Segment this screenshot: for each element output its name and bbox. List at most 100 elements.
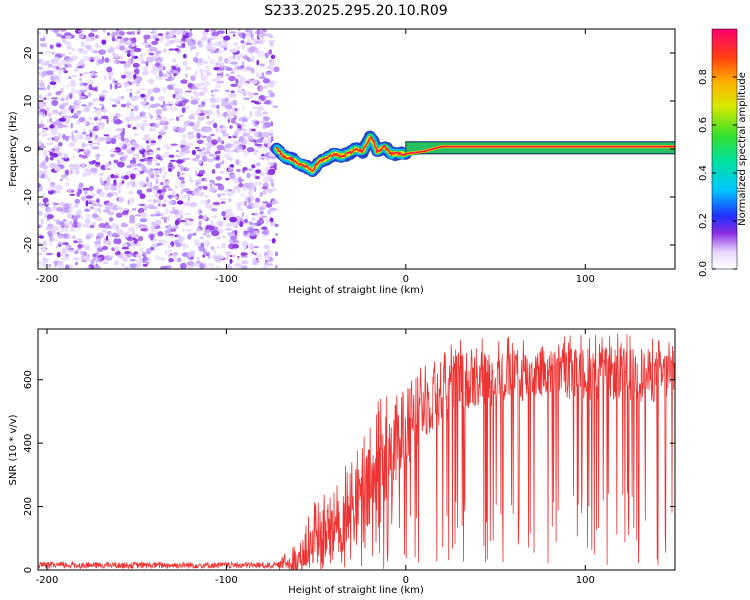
noise-blob — [215, 126, 219, 133]
noise-blob — [259, 156, 267, 159]
noise-blob — [148, 52, 155, 56]
x-tick-label: 100 — [576, 274, 595, 285]
noise-blob — [245, 214, 249, 220]
noise-blob — [203, 215, 208, 219]
noise-blob — [262, 201, 269, 204]
noise-blob — [106, 230, 112, 235]
noise-blob — [77, 66, 83, 69]
noise-blob — [44, 51, 52, 54]
noise-blob — [146, 144, 150, 151]
noise-blob — [210, 208, 218, 212]
noise-blob — [265, 202, 273, 208]
noise-blob — [268, 39, 276, 43]
noise-blob — [184, 157, 191, 160]
noise-blob — [105, 208, 111, 214]
noise-blob — [42, 44, 48, 47]
noise-blob — [269, 162, 276, 167]
noise-blob — [92, 203, 98, 207]
noise-blob — [95, 257, 102, 260]
noise-blob — [248, 47, 256, 53]
noise-blob — [49, 162, 57, 169]
noise-blob — [160, 257, 166, 261]
noise-blob — [258, 29, 266, 34]
noise-blob — [254, 211, 259, 218]
noise-blob — [152, 189, 158, 194]
noise-blob — [228, 150, 234, 153]
noise-blob — [270, 187, 278, 192]
noise-blob — [152, 185, 159, 191]
spectrogram-y-ticks: -20 -10 0 10 20 — [23, 47, 675, 253]
noise-blob — [171, 190, 176, 196]
noise-blob — [64, 264, 70, 269]
noise-blob — [148, 233, 156, 239]
noise-blob — [149, 35, 158, 39]
noise-blob — [172, 206, 176, 211]
noise-blob — [227, 157, 233, 161]
noise-blob — [248, 127, 253, 133]
noise-blob — [48, 241, 52, 246]
noise-blob — [56, 33, 62, 37]
noise-blob — [160, 266, 168, 269]
noise-blob — [263, 245, 270, 249]
noise-blob — [97, 142, 100, 146]
noise-blob — [79, 73, 83, 77]
noise-blob — [172, 225, 179, 230]
noise-blob — [228, 238, 237, 244]
noise-blob — [184, 213, 191, 216]
noise-blob — [141, 116, 149, 119]
noise-blob — [241, 186, 248, 191]
noise-blob — [112, 115, 118, 122]
y-tick-label: 20 — [23, 47, 34, 60]
noise-blob — [60, 221, 65, 228]
noise-blob — [236, 159, 239, 166]
noise-blob — [266, 137, 272, 142]
noise-blob — [243, 148, 247, 153]
noise-blob — [63, 242, 69, 245]
noise-blob — [266, 250, 274, 257]
noise-blob — [176, 159, 184, 164]
noise-blob — [162, 48, 167, 53]
noise-blob — [117, 184, 122, 190]
noise-blob — [114, 234, 121, 238]
noise-blob — [92, 253, 97, 258]
noise-blob — [76, 100, 82, 104]
noise-blob — [157, 231, 164, 237]
noise-blob — [120, 175, 125, 180]
noise-blob — [95, 34, 99, 39]
noise-blob — [177, 66, 181, 73]
noise-blob — [66, 57, 74, 62]
noise-blob — [229, 144, 233, 149]
noise-blob — [179, 236, 186, 240]
noise-blob — [120, 131, 125, 137]
noise-blob — [168, 253, 171, 258]
noise-blob — [88, 101, 92, 108]
noise-blob — [232, 99, 238, 106]
x-tick-label: -100 — [215, 274, 238, 285]
noise-blob — [160, 128, 166, 133]
noise-blob — [72, 135, 78, 142]
noise-blob — [167, 244, 173, 248]
noise-blob — [178, 114, 184, 118]
noise-blob — [79, 82, 85, 87]
noise-blob — [97, 204, 103, 208]
noise-blob — [162, 185, 170, 189]
noise-blob — [239, 77, 247, 84]
noise-blob — [65, 169, 70, 176]
noise-blob — [229, 216, 238, 223]
noise-blob — [65, 135, 69, 142]
noise-blob — [263, 116, 270, 122]
noise-blob — [38, 58, 42, 64]
noise-blob — [75, 168, 79, 175]
noise-blob — [39, 81, 42, 85]
noise-blob — [200, 71, 203, 77]
noise-blob — [158, 70, 163, 77]
noise-blob — [165, 103, 173, 106]
noise-blob — [150, 246, 155, 251]
noise-blob — [45, 201, 49, 205]
noise-blob — [150, 56, 155, 62]
noise-blob — [54, 111, 63, 115]
noise-blob — [208, 262, 215, 268]
noise-blob — [270, 120, 274, 127]
noise-blob — [134, 123, 143, 128]
noise-blob — [210, 46, 214, 51]
